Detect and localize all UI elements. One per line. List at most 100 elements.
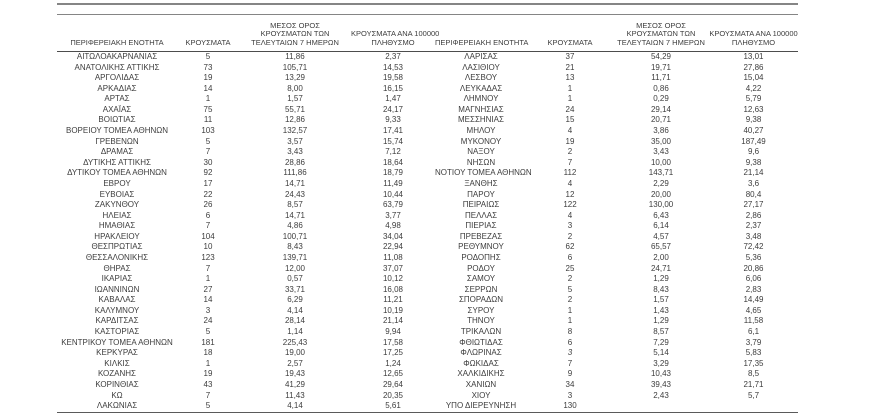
per100k-cell-left: 17,58 bbox=[382, 337, 404, 347]
cases-cell-left: 17 bbox=[203, 178, 213, 188]
per100k-cell-right: 80,4 bbox=[745, 189, 762, 199]
avg7d-cell-right: 20,71 bbox=[650, 115, 672, 125]
region-cell-left: ΑΡΓΟΛΙΔΑΣ bbox=[94, 73, 140, 83]
avg7d-cell-left: 14,71 bbox=[284, 210, 306, 220]
cases-cell-right: 5 bbox=[567, 284, 573, 294]
avg7d-cell-left: 4,14 bbox=[287, 305, 303, 315]
per100k-cell-left: 29,64 bbox=[382, 379, 404, 389]
cases-cell-left: 7 bbox=[205, 263, 211, 273]
per100k-cell-right: 21,14 bbox=[743, 168, 764, 178]
table-row: ΚΩ 7 11,43 20,35 ΧΙΟΥ 3 2,43 5,7 bbox=[57, 391, 798, 402]
avg7d-cell-left: 11,43 bbox=[285, 390, 305, 400]
region-cell-left: ΔΡΑΜΑΣ bbox=[100, 147, 134, 157]
cases-cell-left: 5 bbox=[177, 401, 239, 413]
header-label-line: ΜΕΣΟΣ ΟΡΟΣ bbox=[636, 20, 686, 30]
avg7d-cell-right: 6,43 bbox=[653, 210, 669, 220]
table-row: ΑΡΤΑΣ 1 1,57 1,47 ΛΗΜΝΟΥ 1 0,29 5,79 bbox=[57, 94, 798, 105]
header-label-line: ΚΡΟΥΣΜΑΤΑ ΑΝΑ 100000 bbox=[351, 29, 440, 39]
regional-cases-table: ΠΕΡΙΦΕΡΕΙΑΚΗ ΕΝΟΤΗΤΑ ΚΡΟΥΣΜΑΤΑ ΜΕΣΟΣ ΟΡΟ… bbox=[57, 15, 798, 413]
per100k-cell-left: 11,08 bbox=[383, 252, 403, 262]
cases-cell-right: 15 bbox=[565, 115, 575, 125]
per100k-cell-right: 21,71 bbox=[743, 379, 764, 389]
table-row: ΙΩΑΝΝΙΝΩΝ 27 33,71 16,08 ΣΕΡΡΩΝ 5 8,43 2,83 bbox=[57, 285, 798, 296]
region-cell-left: ΑΡΤΑΣ bbox=[104, 94, 130, 104]
avg7d-cell-right: 1,29 bbox=[653, 316, 669, 326]
header-label-line: ΚΡΟΥΣΜΑΤΑ ΑΝΑ 100000 bbox=[709, 29, 798, 39]
table-row: ΔΥΤΙΚΟΥ ΤΟΜΕΑ ΑΘΗΝΩΝ 92 111,86 18,79 ΝΟΤΙΟΥ … bbox=[57, 168, 798, 179]
region-cell-left: ΕΒΡΟΥ bbox=[103, 178, 131, 188]
avg7d-cell-left: 28,14 bbox=[284, 316, 306, 326]
per100k-cell-right: 3,48 bbox=[745, 231, 762, 241]
cases-cell-left: 11 bbox=[203, 115, 213, 125]
table-row: ΚΟΡΙΝΘΙΑΣ 43 41,29 29,64 ΧΑΝΙΩΝ 34 39,43 21,71 bbox=[57, 380, 798, 391]
avg7d-cell-right: 8,43 bbox=[653, 284, 669, 294]
per100k-cell-right: 27,86 bbox=[743, 62, 764, 72]
table-row: ΚΑΡΔΙΤΣΑΣ 24 28,14 21,14 ΤΗΝΟΥ 1 1,29 11,58 bbox=[57, 316, 798, 327]
cases-cell-left: 181 bbox=[201, 337, 215, 347]
avg7d-cell-left: 12,00 bbox=[284, 263, 306, 273]
avg7d-cell-right: 10,43 bbox=[650, 369, 672, 379]
table-row: ΚΑΣΤΟΡΙΑΣ 5 1,14 9,94 ΤΡΙΚΑΛΩΝ 8 8,57 6,1 bbox=[57, 327, 798, 338]
avg7d-cell-right: 24,71 bbox=[650, 263, 672, 273]
per100k-cell-right: 14,49 bbox=[743, 295, 764, 305]
region-cell-right: ΛΑΡΙΣΑΣ bbox=[464, 52, 498, 61]
table-header: ΠΕΡΙΦΕΡΕΙΑΚΗ ΕΝΟΤΗΤΑ ΚΡΟΥΣΜΑΤΑ ΜΕΣΟΣ ΟΡΟ… bbox=[57, 15, 798, 52]
region-cell-right: ΝΟΤΙΟΥ ΤΟΜΕΑ ΑΘΗΝΩΝ bbox=[435, 168, 532, 178]
avg7d-cell-right: 1,43 bbox=[653, 305, 669, 315]
per100k-cell-left: 16,15 bbox=[382, 83, 404, 93]
per100k-cell-left: 12,65 bbox=[382, 369, 404, 379]
cases-cell-right: 4 bbox=[567, 210, 573, 220]
region-cell-left: ΚΕΡΚΥΡΑΣ bbox=[96, 348, 138, 358]
cases-cell-left: 1 bbox=[205, 274, 211, 284]
region-cell-right: ΛΗΜΝΟΥ bbox=[463, 94, 499, 104]
table-row: ΕΥΒΟΙΑΣ 22 24,43 10,44 ΠΑΡΟΥ 12 20,00 80,4 bbox=[57, 190, 798, 201]
region-cell-left: ΒΟΙΩΤΙΑΣ bbox=[98, 115, 136, 125]
avg7d-cell-right: 8,57 bbox=[653, 327, 669, 337]
region-cell-right: ΤΗΝΟΥ bbox=[467, 316, 495, 326]
cases-cell-right: 2 bbox=[567, 295, 573, 305]
table-row: ΕΒΡΟΥ 17 14,71 11,49 ΞΑΝΘΗΣ 4 2,29 3,6 bbox=[57, 179, 798, 190]
region-cell-right: ΧΑΛΚΙΔΙΚΗΣ bbox=[457, 369, 505, 379]
avg7d-cell-right: 19,71 bbox=[650, 62, 672, 72]
avg7d-cell-right: 7,29 bbox=[653, 337, 669, 347]
per100k-cell-left: 11,21 bbox=[383, 295, 403, 305]
avg7d-cell-left: 28,86 bbox=[284, 157, 306, 167]
top-rule-1 bbox=[57, 3, 798, 5]
per100k-cell-right: 9,6 bbox=[747, 147, 760, 157]
per100k-cell-right: 3,79 bbox=[745, 337, 762, 347]
table-row: ΘΕΣΣΑΛΟΝΙΚΗΣ 123 139,71 11,08 ΡΟΔΟΠΗΣ 6 2,00 5,… bbox=[57, 253, 798, 264]
per100k-cell-left: 4,98 bbox=[385, 221, 401, 231]
cases-cell-right: 1 bbox=[567, 316, 573, 326]
per100k-cell-right: 5,79 bbox=[745, 94, 762, 104]
per100k-cell-right: 12,63 bbox=[743, 104, 764, 114]
per100k-cell-left: 9,33 bbox=[385, 115, 401, 125]
cases-cell-left: 5 bbox=[205, 136, 211, 146]
per100k-cell-left: 15,74 bbox=[382, 136, 404, 146]
avg7d-cell-right: 3,86 bbox=[653, 126, 669, 136]
per100k-cell-right: 2,86 bbox=[745, 210, 762, 220]
cases-cell-left: 5 bbox=[205, 327, 211, 337]
table-row: ΑΡΚΑΔΙΑΣ 14 8,00 16,15 ΛΕΥΚΑΔΑΣ 1 0,86 4,22 bbox=[57, 84, 798, 95]
header-label-line: ΚΡΟΥΣΜΑΤΩΝ ΤΩΝ bbox=[260, 29, 330, 39]
header-label: ΠΕΡΙΦΕΡΕΙΑΚΗ ΕΝΟΤΗΤΑ bbox=[70, 38, 164, 48]
cases-cell-left: 27 bbox=[203, 284, 213, 294]
avg7d-cell-left: 1,14 bbox=[287, 327, 303, 337]
avg7d-cell-right: 35,00 bbox=[650, 136, 672, 146]
region-cell-right: ΜΥΚΟΝΟΥ bbox=[460, 136, 502, 146]
per100k-cell-left: 2,37 bbox=[385, 52, 401, 61]
avg7d-cell-left: 105,71 bbox=[282, 62, 308, 72]
table-row: ΗΡΑΚΛΕΙΟΥ 104 100,71 34,04 ΠΡΕΒΕΖΑΣ 2 4,57 3,48 bbox=[57, 232, 798, 243]
header-label-line: ΤΕΛΕΥΤΑΙΩΝ 7 ΗΜΕΡΩΝ bbox=[617, 38, 705, 48]
region-cell-left: ΗΛΕΙΑΣ bbox=[102, 210, 132, 220]
avg7d-cell-left: 8,00 bbox=[287, 83, 303, 93]
cases-cell-left: 19 bbox=[203, 369, 213, 379]
cases-cell-right: 21 bbox=[565, 62, 575, 72]
avg7d-cell-right: 3,29 bbox=[653, 358, 669, 368]
avg7d-cell-left: 24,43 bbox=[284, 189, 306, 199]
cases-cell-right: 2 bbox=[567, 147, 573, 157]
header-label-line: ΠΛΗΘΥΣΜΟ bbox=[371, 38, 415, 48]
avg7d-cell-right: 1,29 bbox=[653, 274, 669, 284]
cases-cell-right: 7 bbox=[567, 358, 573, 368]
cases-cell-right: 62 bbox=[565, 242, 575, 252]
